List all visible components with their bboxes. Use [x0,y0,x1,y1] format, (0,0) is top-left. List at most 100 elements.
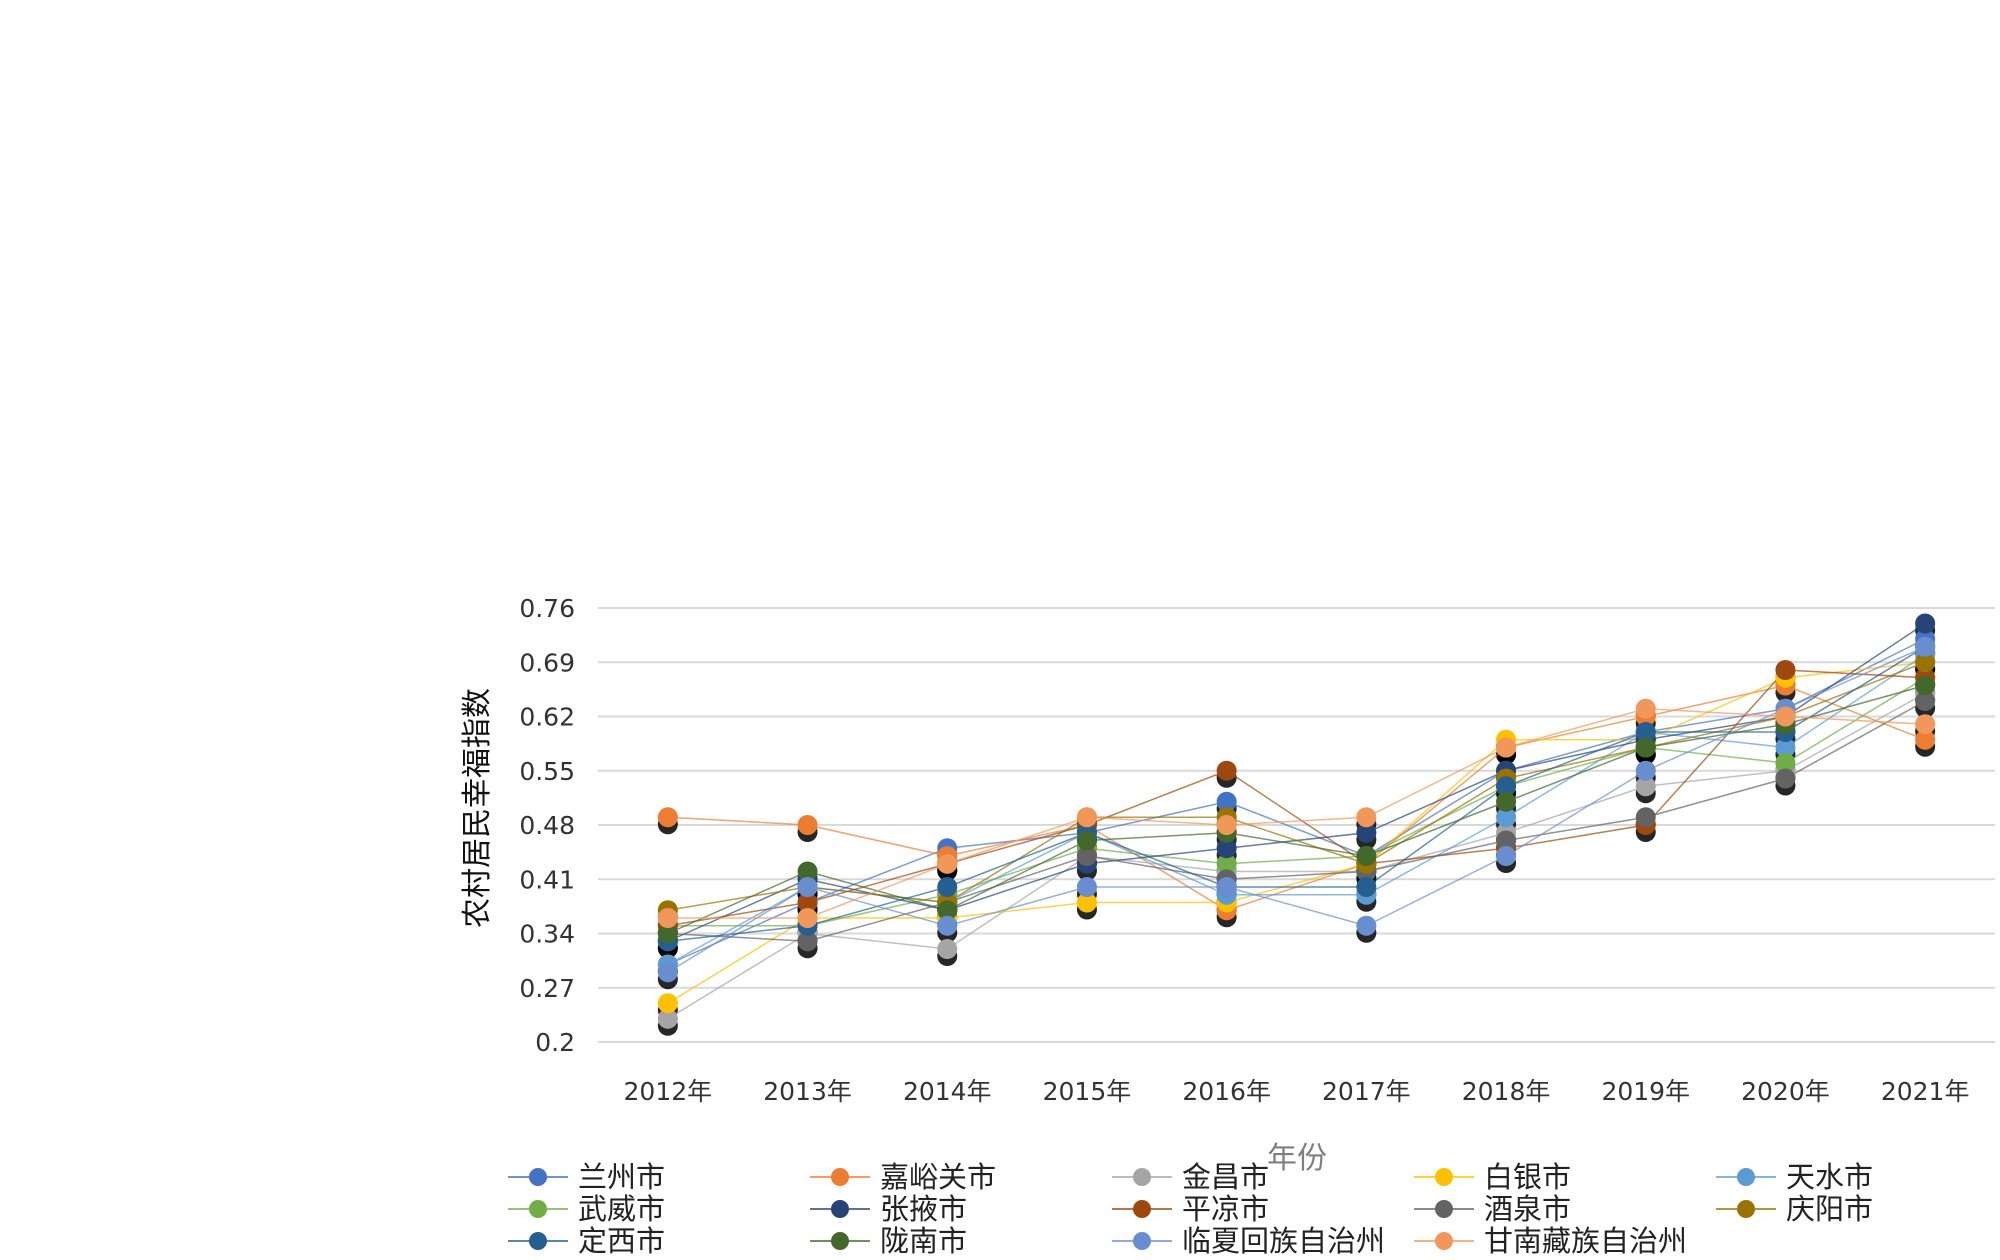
x-tick-label: 2018年 [1462,1077,1551,1106]
legend-marker [529,1168,547,1186]
data-point [797,892,818,913]
x-tick-label: 2015年 [1043,1077,1132,1106]
data-point [1915,691,1936,711]
legend-label: 定西市 [578,1224,665,1258]
data-point [937,900,958,921]
data-point [1496,737,1517,758]
data-point [1356,846,1377,866]
data-point [657,1008,678,1029]
data-point [1915,675,1936,696]
data-point [657,993,678,1014]
y-tick-label: 0.62 [519,703,575,732]
x-tick-label: 2014年 [903,1077,992,1106]
data-point [1216,853,1237,874]
legend-marker [1133,1200,1151,1218]
legend-marker [1133,1232,1151,1250]
data-point [937,877,958,897]
legend-marker [1737,1200,1755,1218]
legend-marker [1133,1168,1151,1186]
legend-marker [1435,1200,1453,1218]
data-point [1076,877,1097,897]
series-line [667,692,1926,1020]
y-tick-label: 0.69 [519,648,575,677]
series-line [667,669,1926,927]
data-point [1356,877,1377,897]
data-point [1216,815,1237,835]
data-point [1356,807,1377,828]
data-point [1076,807,1097,828]
data-point [1915,613,1936,634]
data-point [1216,791,1237,812]
data-point [1915,652,1936,673]
legend-marker [1737,1168,1755,1186]
data-point [1496,807,1517,828]
data-point [1216,838,1237,859]
y-tick-label: 0.27 [519,974,575,1003]
data-point [1775,753,1796,773]
data-point [937,939,958,959]
data-point [1635,722,1656,742]
legend-label: 嘉峪关市 [880,1160,996,1194]
data-point [797,931,818,952]
series-group [657,613,1936,1036]
legend-marker [1435,1232,1453,1250]
legend-label: 酒泉市 [1484,1192,1571,1226]
y-tick-label: 0.48 [519,811,575,840]
legend-marker [831,1168,849,1186]
data-point [797,815,818,835]
data-point [1915,636,1936,657]
series-line [667,684,1926,935]
data-point [797,908,818,928]
data-point [657,962,678,983]
y-tick-label: 0.76 [519,594,575,623]
series-line [667,622,1926,942]
y-tick-label: 0.2 [535,1028,575,1057]
legend-label: 庆阳市 [1786,1192,1873,1226]
data-point [937,915,958,936]
series-line [667,661,1926,1004]
data-point [1775,737,1796,758]
y-tick-label: 0.41 [519,865,575,894]
legend-marker [529,1232,547,1250]
legend-label: 金昌市 [1182,1160,1269,1194]
legend-marker [831,1232,849,1250]
data-point [1635,737,1656,758]
data-point [1356,822,1377,843]
data-point [1216,877,1237,897]
y-axis-ticks: 0.76 0.69 0.62 0.55 0.48 0.41 0.34 0.27 0.2 [519,594,575,1057]
x-tick-label: 2020年 [1741,1077,1830,1106]
series-line [667,684,1926,912]
legend-label: 甘南藏族自治州 [1484,1224,1687,1258]
data-point [1356,915,1377,936]
gridlines [598,607,1995,1043]
series-line [667,700,1926,943]
x-tick-label: 2013年 [763,1077,852,1106]
x-tick-label: 2016年 [1182,1077,1271,1106]
legend-marker [529,1200,547,1218]
data-point [1496,846,1517,866]
series-line [667,707,1926,919]
data-point [1775,768,1796,789]
data-point [937,853,958,874]
legend-label: 张掖市 [880,1192,967,1226]
data-point [1496,830,1517,851]
y-axis-label: 农村居民幸福指数 [460,688,495,928]
x-axis-label: 年份 [1267,1141,1327,1176]
y-tick-label: 0.34 [519,920,575,949]
legend-label: 平凉市 [1182,1192,1269,1226]
data-point [1635,698,1656,719]
series-line [667,677,1926,927]
data-point [1216,760,1237,781]
data-point [1775,706,1796,727]
data-point [657,908,678,928]
legend-label: 陇南市 [880,1224,967,1258]
x-tick-label: 2012年 [624,1077,713,1106]
data-point [657,923,678,944]
data-point [1076,846,1097,866]
legend-label: 武威市 [578,1192,665,1226]
data-point [1635,807,1656,828]
series-line [667,646,1926,973]
